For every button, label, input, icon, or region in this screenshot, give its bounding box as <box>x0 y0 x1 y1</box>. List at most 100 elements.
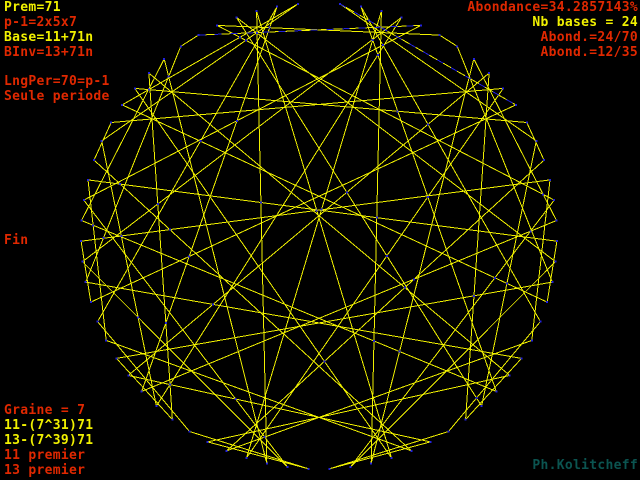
chord-line <box>481 140 537 407</box>
residue-point <box>81 260 84 263</box>
intersection-mark <box>412 278 415 281</box>
label-prime-13: 13 premier <box>4 463 86 478</box>
residue-point <box>502 87 505 90</box>
residue-point <box>96 320 99 323</box>
label-fin: Fin <box>4 233 29 248</box>
intersection-mark <box>320 208 323 211</box>
residue-point <box>80 219 83 222</box>
intersection-mark <box>323 360 326 363</box>
chord-line <box>217 24 440 36</box>
intersection-mark <box>263 436 266 438</box>
residue-point <box>255 10 258 13</box>
residue-point <box>514 103 517 106</box>
residue-point <box>133 87 136 90</box>
intersection-mark <box>375 216 378 219</box>
label-abond-ratio-2: Abond.=12/35 <box>540 45 638 60</box>
label-base: Base=11+71n <box>4 30 94 45</box>
chord-line <box>81 58 165 221</box>
label-abond-ratio-1: Abond.=24/70 <box>540 30 638 45</box>
chord-line <box>97 321 190 432</box>
residue-point <box>438 34 441 37</box>
chord-line <box>141 220 557 392</box>
chord-line <box>97 6 278 322</box>
residue-point <box>89 301 92 304</box>
chord-line <box>121 104 548 303</box>
residue-point <box>555 219 558 222</box>
residue-point <box>535 139 538 142</box>
intersection-mark <box>385 254 388 257</box>
intersection-mark <box>147 88 150 91</box>
intersection-mark <box>137 316 140 319</box>
intersection-mark <box>381 44 384 47</box>
label-base-inverse: BInv=13+71n <box>4 45 94 60</box>
chord-line <box>148 72 511 376</box>
label-signature: Ph.Kolitcheff <box>532 458 638 473</box>
residue-point <box>495 390 498 393</box>
residue-point <box>530 339 533 342</box>
residue-point <box>276 5 279 8</box>
label-single-period: Seule periode <box>4 89 110 104</box>
residue-point <box>188 430 191 433</box>
residue-point <box>472 58 475 60</box>
residue-point <box>171 418 174 421</box>
residue-point <box>216 24 219 27</box>
chord-line <box>93 159 412 452</box>
residue-point <box>539 320 542 323</box>
residue-point <box>225 449 228 452</box>
chord-line <box>189 431 309 470</box>
chord-line <box>339 3 537 142</box>
chord-line <box>180 34 199 47</box>
residue-point <box>100 139 103 142</box>
residue-point <box>488 72 491 75</box>
chord-line <box>246 11 382 459</box>
chord-line <box>246 88 504 459</box>
chord-line <box>207 441 309 470</box>
intersection-mark <box>234 398 237 401</box>
intersection-mark <box>212 303 215 306</box>
intersection-mark <box>119 183 122 186</box>
intersection-mark <box>259 201 262 204</box>
chord-line <box>465 73 490 420</box>
intersection-mark <box>475 397 478 399</box>
chord-line <box>465 358 522 420</box>
chord-line <box>236 17 483 407</box>
residue-point <box>543 159 545 162</box>
chord-line <box>163 58 268 464</box>
chord-line <box>155 17 402 407</box>
residue-point <box>110 121 113 124</box>
residue-point <box>84 281 87 284</box>
chord-line <box>216 24 555 201</box>
residue-point <box>307 467 310 470</box>
residue-point <box>551 281 554 284</box>
highlight-chord-line <box>198 24 421 36</box>
chord-line <box>83 24 422 201</box>
residue-point <box>82 199 85 202</box>
chord-line <box>87 179 107 341</box>
intersection-mark <box>529 230 532 233</box>
chord-line <box>141 6 278 392</box>
intersection-mark <box>92 224 95 227</box>
chord-line <box>80 241 92 303</box>
residue-point <box>447 430 450 433</box>
intersection-mark <box>235 119 238 122</box>
intersection-mark <box>345 191 348 194</box>
residue-point <box>429 440 432 443</box>
chord-line <box>82 17 402 263</box>
residue-point <box>525 121 528 124</box>
residue-point <box>380 10 383 13</box>
chord-line <box>128 374 431 443</box>
residue-point <box>553 199 556 202</box>
residue-point <box>390 456 393 459</box>
chord-line <box>85 281 522 359</box>
chord-line <box>121 3 299 106</box>
chord-line <box>82 261 288 468</box>
intersection-mark <box>398 350 401 353</box>
chord-line <box>531 179 551 341</box>
residue-point <box>93 159 95 162</box>
chord-line <box>256 11 268 464</box>
residue-point <box>163 58 166 60</box>
chord-line <box>207 374 510 443</box>
residue-point <box>400 16 403 19</box>
intersection-mark <box>102 237 105 240</box>
